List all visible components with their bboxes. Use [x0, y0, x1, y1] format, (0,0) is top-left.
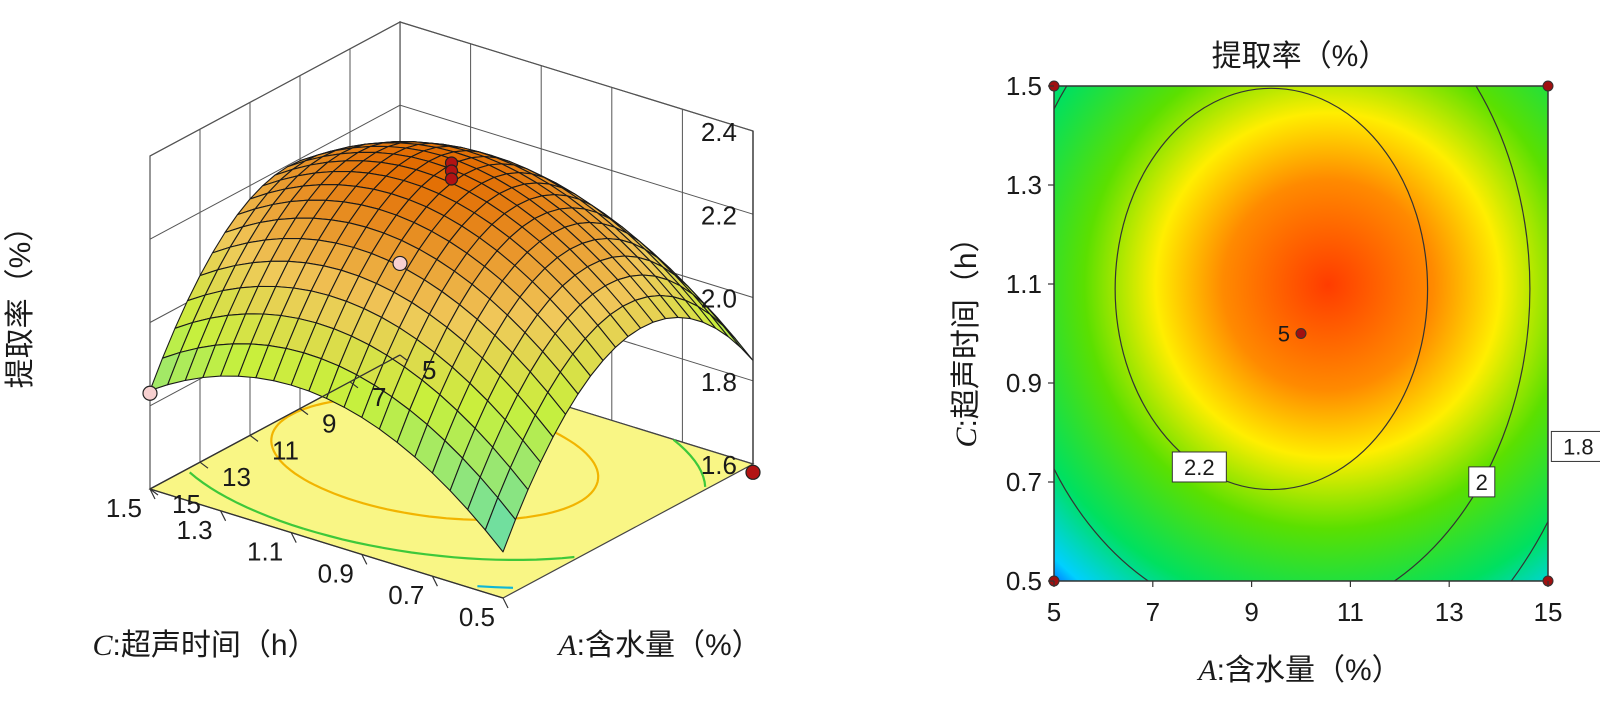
a-tick-label: 13 — [222, 462, 251, 492]
contour-plot: 提取率（%） 2.2 2 1.8 5 5 7 9 11 13 15 0.5 0.7 0.9 1.1 1.… — [950, 40, 1600, 687]
y-tick-label: 0.9 — [1006, 368, 1042, 398]
y-axis-label: C:超声时间（h） — [950, 222, 983, 447]
a-axis-line — [149, 354, 401, 490]
x-tick-label: 5 — [1047, 597, 1061, 627]
design-point — [444, 172, 459, 186]
x-tick-label: 15 — [1534, 597, 1563, 627]
contour-tick-labels: 5 7 9 11 13 15 0.5 0.7 0.9 1.1 1.3 1.5 — [1006, 71, 1563, 627]
contour-label-box — [1171, 451, 1227, 483]
a-tick-label: 15 — [172, 489, 201, 519]
surface-axes — [149, 131, 754, 599]
a-tick-mark — [299, 408, 309, 416]
surface-plot-panel: 1.6 1.8 2.0 2.2 2.4 0.5 0.7 0.9 1.1 1.3 1.5 5 7 9 11 13… — [0, 0, 800, 701]
corner-point — [1542, 80, 1554, 92]
c-tick-mark — [431, 575, 438, 587]
y-tick-label: 1.5 — [1006, 71, 1042, 101]
surface-tick-labels: 1.6 1.8 2.0 2.2 2.4 0.5 0.7 0.9 1.1 1.3 1.5 5 7 9 11 13… — [106, 117, 737, 632]
x-tick-label: 7 — [1146, 597, 1160, 627]
contour-lines — [1054, 86, 1548, 581]
floor-contour — [672, 438, 707, 488]
design-point — [745, 464, 761, 480]
a-tick-mark — [349, 381, 359, 389]
a-tick-label: 7 — [372, 382, 386, 412]
c-tick-label: 0.5 — [459, 602, 495, 632]
c-tick-mark — [290, 532, 297, 543]
c-tick-label: 0.7 — [388, 580, 424, 610]
contour-label-box — [1468, 466, 1496, 498]
floor-contour — [188, 471, 305, 530]
x-tick-label: 13 — [1435, 597, 1464, 627]
a-tick-mark — [399, 354, 409, 362]
y-tick-label: 1.3 — [1006, 170, 1042, 200]
z-tick-label: 2.0 — [701, 284, 737, 314]
a-tick-label: 5 — [422, 355, 436, 385]
x-tick-label: 9 — [1244, 597, 1258, 627]
c-tick-mark — [149, 488, 156, 500]
c-axis-label: C:超声时间（h） — [92, 629, 317, 662]
contour-label-text: 2.2 — [1184, 455, 1215, 480]
floor-contour — [303, 527, 575, 562]
design-point — [142, 385, 158, 401]
a-tick-mark — [249, 434, 259, 442]
design-point — [392, 255, 408, 272]
contour-line — [1114, 87, 1429, 491]
a-axis-label: A:含水量（%） — [556, 629, 761, 662]
contour-label: 2.2 — [1171, 451, 1227, 483]
floor-contour — [477, 585, 514, 589]
a-tick-mark — [149, 488, 159, 496]
contour-label-text: 2 — [1476, 470, 1488, 495]
c-tick-mark — [361, 554, 368, 565]
contour-label-text: 1.8 — [1563, 434, 1594, 459]
z-axis-label: 提取率（%） — [4, 212, 37, 389]
contour-plot-panel: 提取率（%） 2.2 2 1.8 5 5 7 9 11 13 15 0.5 0.7 0.9 1.1 1.… — [800, 0, 1600, 701]
c-axis-line — [149, 488, 504, 599]
z-tick-label: 2.2 — [701, 200, 737, 230]
design-points — [142, 156, 761, 480]
a-tick-mark — [199, 461, 209, 469]
contour-label: 2 — [1468, 466, 1496, 498]
surface-cell — [484, 497, 517, 553]
x-tick-label: 11 — [1337, 597, 1364, 627]
c-tick-label: 1.3 — [176, 515, 212, 545]
y-tick-label: 1.1 — [1006, 269, 1042, 299]
c-tick-mark — [502, 597, 509, 609]
contour-label: 1.8 — [1550, 430, 1600, 462]
center-point-count: 5 — [1278, 322, 1290, 347]
contour-title: 提取率（%） — [1212, 40, 1389, 73]
c-tick-label: 1.1 — [247, 537, 283, 567]
x-axis-label: A:含水量（%） — [1196, 654, 1401, 687]
z-tick-label: 1.8 — [701, 367, 737, 397]
c-tick-mark — [220, 510, 227, 522]
z-tick-label: 2.4 — [701, 117, 737, 147]
z-tick-label: 1.6 — [701, 450, 737, 480]
contour-label-box — [1550, 430, 1600, 462]
surface-plot: 1.6 1.8 2.0 2.2 2.4 0.5 0.7 0.9 1.1 1.3 1.5 5 7 9 11 13… — [4, 20, 762, 662]
c-tick-label: 1.5 — [106, 493, 142, 523]
contour-level-labels: 2.2 2 1.8 — [1171, 430, 1600, 498]
a-tick-label: 9 — [322, 409, 336, 439]
c-tick-label: 0.9 — [318, 558, 354, 588]
a-tick-label: 11 — [272, 435, 299, 465]
center-point — [1295, 328, 1307, 339]
y-tick-label: 0.7 — [1006, 467, 1042, 497]
response-surface — [149, 141, 754, 553]
y-tick-label: 0.5 — [1006, 566, 1042, 596]
contour-line — [1054, 86, 1531, 581]
plot-frame — [1053, 85, 1549, 582]
